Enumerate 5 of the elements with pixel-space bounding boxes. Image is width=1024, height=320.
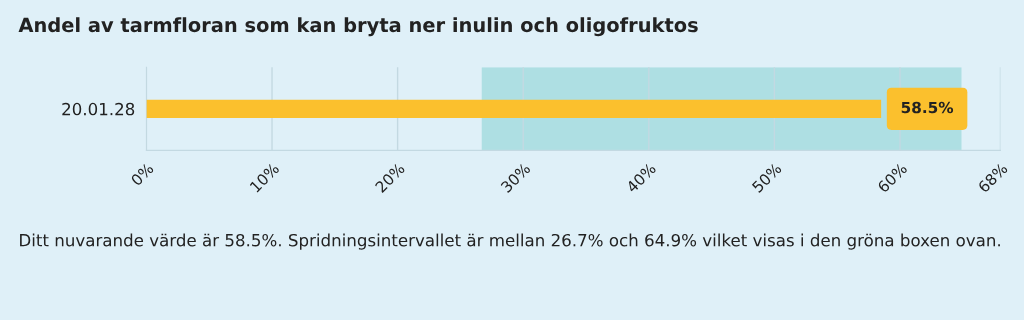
text: Ditt nuvarande värde är 58.5%. Spridningsintervallet är mellan 26.7% och 64.9% vilket visas i den gröna boxen ovan.: [20, 233, 1000, 250]
y-tick-label: 20.01.28: [62, 102, 135, 116]
x-tick-label: 0%: [130, 162, 155, 187]
chart-title: Andel av tarmfloran som kan bryta ner inulin och oligofruktos: [18, 17, 698, 37]
data-label: 58.5%: [901, 101, 954, 114]
